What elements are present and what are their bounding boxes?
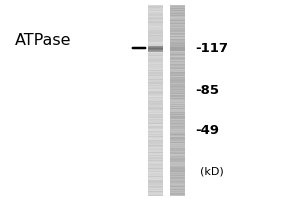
Text: -49: -49	[195, 123, 219, 136]
Text: -85: -85	[195, 84, 219, 97]
Text: ATPase: ATPase	[15, 33, 71, 48]
Text: -117: -117	[195, 42, 228, 54]
Text: (kD): (kD)	[200, 167, 224, 177]
